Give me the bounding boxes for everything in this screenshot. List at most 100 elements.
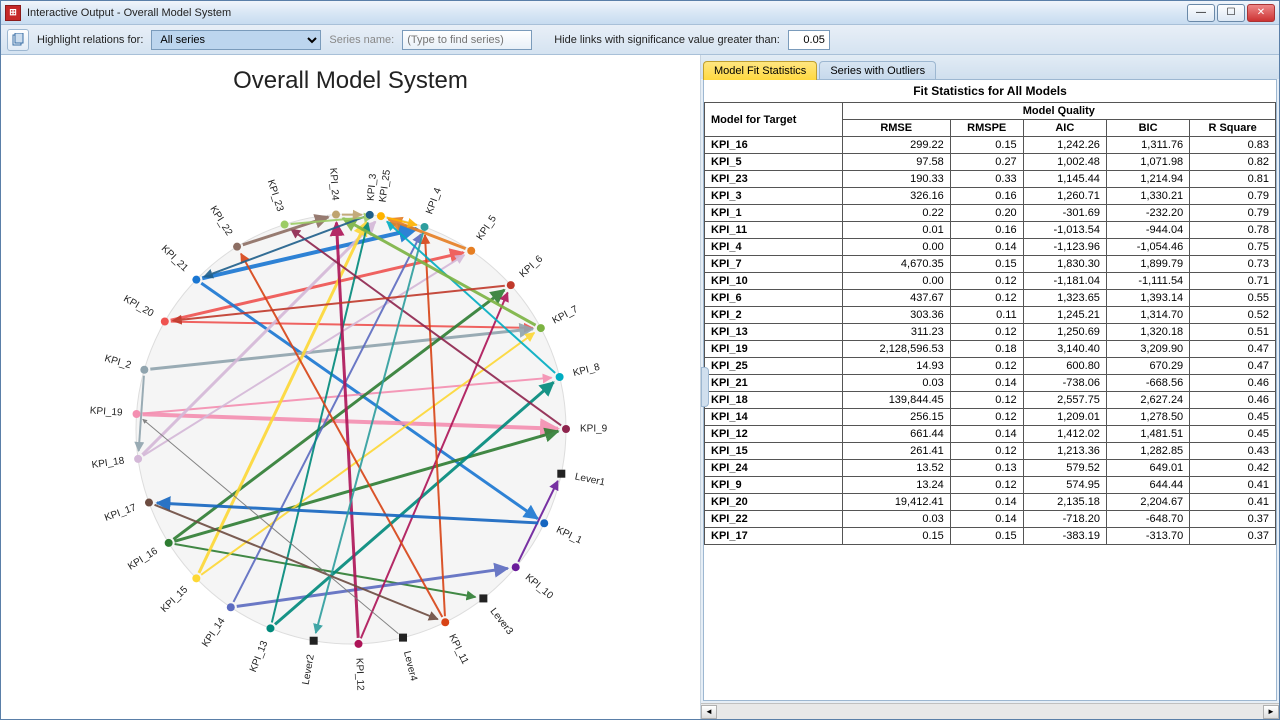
cell-value: 0.41 [1190, 477, 1276, 494]
cell-value: 0.82 [1190, 154, 1276, 171]
node-label[interactable]: KPI_6 [518, 253, 546, 280]
node-label[interactable]: KPI_2 [103, 353, 133, 371]
cell-value: 2,135.18 [1023, 494, 1106, 511]
table-row[interactable]: KPI_170.150.15-383.19-313.700.37 [705, 528, 1276, 545]
cell-target: KPI_10 [705, 273, 843, 290]
cell-value: 1,213.36 [1023, 443, 1106, 460]
table-row[interactable]: KPI_192,128,596.530.183,140.403,209.900.… [705, 341, 1276, 358]
node-label[interactable]: Lever1 [574, 471, 607, 488]
node-label[interactable]: KPI_12 [353, 658, 365, 692]
node-label[interactable]: KPI_18 [91, 456, 125, 472]
node-label[interactable]: Lever4 [401, 650, 419, 683]
table-row[interactable]: KPI_40.000.14-1,123.96-1,054.460.75 [705, 239, 1276, 256]
table-row[interactable]: KPI_13311.230.121,250.691,320.180.51 [705, 324, 1276, 341]
table-row[interactable]: KPI_10.220.20-301.69-232.200.79 [705, 205, 1276, 222]
cell-target: KPI_6 [705, 290, 843, 307]
node-label[interactable]: KPI_20 [121, 293, 155, 319]
hide-links-label: Hide links with significance value great… [554, 34, 780, 46]
tab-model-fit[interactable]: Model Fit Statistics [703, 61, 817, 80]
cell-value: 0.33 [950, 171, 1023, 188]
cell-value: 0.14 [950, 239, 1023, 256]
cell-value: 0.14 [950, 494, 1023, 511]
cell-value: 0.14 [950, 375, 1023, 392]
cell-value: 1,323.65 [1023, 290, 1106, 307]
node-label[interactable]: Lever2 [301, 653, 317, 685]
table-row[interactable]: KPI_2413.520.13579.52649.010.42 [705, 460, 1276, 477]
col-header[interactable]: RMSPE [950, 120, 1023, 137]
table-row[interactable]: KPI_15261.410.121,213.361,282.850.43 [705, 443, 1276, 460]
table-row[interactable]: KPI_2019,412.410.142,135.182,204.670.41 [705, 494, 1276, 511]
cell-value: 13.52 [842, 460, 950, 477]
table-row[interactable]: KPI_2514.930.12600.80670.290.47 [705, 358, 1276, 375]
cell-value: 1,314.70 [1106, 307, 1189, 324]
node-label[interactable]: KPI_7 [551, 304, 581, 327]
cell-value: 139,844.45 [842, 392, 950, 409]
table-row[interactable]: KPI_220.030.14-718.20-648.700.37 [705, 511, 1276, 528]
splitter-handle[interactable] [701, 367, 709, 407]
copy-icon-button[interactable] [7, 29, 29, 51]
node-label[interactable]: KPI_9 [580, 424, 608, 435]
node-label[interactable]: KPI_25 [378, 169, 394, 203]
close-button[interactable]: ✕ [1247, 4, 1275, 22]
table-row[interactable]: KPI_18139,844.450.122,557.752,627.240.46 [705, 392, 1276, 409]
col-header[interactable]: R Square [1190, 120, 1276, 137]
series-name-input[interactable] [402, 30, 532, 50]
node-label[interactable]: KPI_21 [159, 243, 191, 274]
cell-value: 256.15 [842, 409, 950, 426]
scroll-right-icon[interactable]: ► [1263, 705, 1279, 719]
table-row[interactable]: KPI_6437.670.121,323.651,393.140.55 [705, 290, 1276, 307]
chart-title: Overall Model System [1, 55, 700, 99]
col-header[interactable]: RMSE [842, 120, 950, 137]
cell-value: 0.78 [1190, 222, 1276, 239]
table-row[interactable]: KPI_100.000.12-1,181.04-1,111.540.71 [705, 273, 1276, 290]
cell-target: KPI_24 [705, 460, 843, 477]
tab-outliers[interactable]: Series with Outliers [819, 61, 936, 80]
node-label[interactable]: KPI_3 [366, 173, 379, 202]
node-label[interactable]: KPI_24 [327, 167, 340, 201]
col-header[interactable]: AIC [1023, 120, 1106, 137]
table-row[interactable]: KPI_210.030.14-738.06-668.560.46 [705, 375, 1276, 392]
node-label[interactable]: KPI_13 [248, 639, 271, 674]
node-label[interactable]: KPI_11 [446, 632, 470, 666]
table-caption: Fit Statistics for All Models [704, 80, 1276, 102]
table-row[interactable]: KPI_16299.220.151,242.261,311.760.83 [705, 137, 1276, 154]
cell-value: 0.00 [842, 273, 950, 290]
node-label[interactable]: KPI_19 [89, 405, 123, 418]
node-label[interactable]: KPI_4 [424, 186, 444, 216]
node-label[interactable]: KPI_23 [265, 178, 286, 213]
table-row[interactable]: KPI_74,670.350.151,830.301,899.790.73 [705, 256, 1276, 273]
node-label[interactable]: KPI_5 [475, 213, 500, 242]
cell-value: 0.79 [1190, 205, 1276, 222]
table-row[interactable]: KPI_913.240.12574.95644.440.41 [705, 477, 1276, 494]
node-label[interactable]: KPI_15 [159, 584, 191, 615]
table-row[interactable]: KPI_23190.330.331,145.441,214.940.81 [705, 171, 1276, 188]
node-label[interactable]: KPI_10 [523, 572, 556, 602]
cell-value: 1,002.48 [1023, 154, 1106, 171]
cell-value: 0.81 [1190, 171, 1276, 188]
cell-value: 0.52 [1190, 307, 1276, 324]
node-label[interactable]: KPI_1 [554, 525, 584, 547]
node-label[interactable]: KPI_14 [200, 615, 228, 649]
node-label[interactable]: KPI_8 [572, 362, 602, 379]
scroll-left-icon[interactable]: ◄ [701, 705, 717, 719]
table-row[interactable]: KPI_110.010.16-1,013.54-944.040.78 [705, 222, 1276, 239]
table-row[interactable]: KPI_12661.440.141,412.021,481.510.45 [705, 426, 1276, 443]
col-header[interactable]: BIC [1106, 120, 1189, 137]
node-label[interactable]: KPI_22 [207, 204, 234, 238]
window-title: Interactive Output - Overall Model Syste… [27, 7, 1187, 19]
titlebar: ⊞ Interactive Output - Overall Model Sys… [1, 1, 1279, 25]
significance-input[interactable] [788, 30, 830, 50]
minimize-button[interactable]: — [1187, 4, 1215, 22]
maximize-button[interactable]: ☐ [1217, 4, 1245, 22]
highlight-select[interactable]: All series [151, 30, 321, 50]
table-row[interactable]: KPI_2303.360.111,245.211,314.700.52 [705, 307, 1276, 324]
table-row[interactable]: KPI_14256.150.121,209.011,278.500.45 [705, 409, 1276, 426]
node-label[interactable]: KPI_16 [126, 546, 160, 573]
horizontal-scrollbar[interactable]: ◄ ► [701, 703, 1279, 719]
network-diagram[interactable]: KPI_3 KPI_4 KPI_5 KPI_6 KPI_7 KPI_8 KPI_9 Lever… [1, 99, 701, 719]
table-row[interactable]: KPI_597.580.271,002.481,071.980.82 [705, 154, 1276, 171]
table-row[interactable]: KPI_3326.160.161,260.711,330.210.79 [705, 188, 1276, 205]
node-label[interactable]: Lever3 [488, 606, 516, 637]
cell-value: 0.37 [1190, 511, 1276, 528]
node-label[interactable]: KPI_17 [103, 502, 138, 524]
